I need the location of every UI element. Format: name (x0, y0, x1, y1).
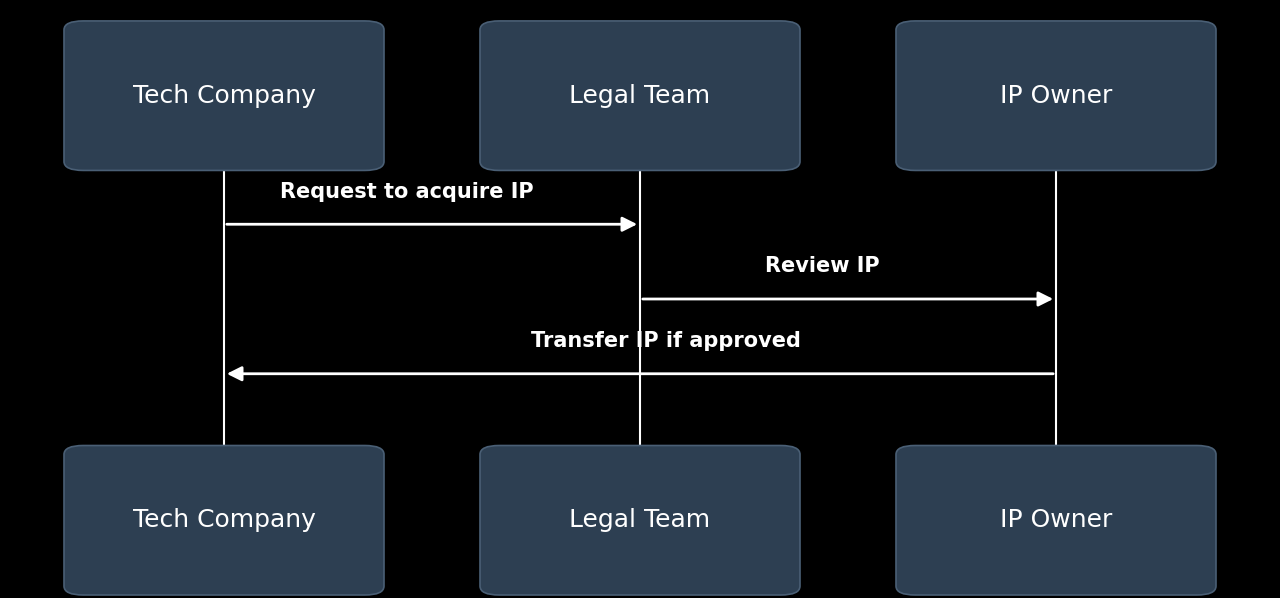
FancyBboxPatch shape (64, 446, 384, 595)
Text: Legal Team: Legal Team (570, 84, 710, 108)
Text: Review IP: Review IP (765, 257, 879, 276)
FancyBboxPatch shape (480, 446, 800, 595)
Text: Transfer IP if approved: Transfer IP if approved (531, 331, 800, 351)
Text: Legal Team: Legal Team (570, 508, 710, 532)
Text: Tech Company: Tech Company (133, 84, 315, 108)
FancyBboxPatch shape (480, 21, 800, 170)
FancyBboxPatch shape (64, 21, 384, 170)
FancyBboxPatch shape (896, 21, 1216, 170)
Text: IP Owner: IP Owner (1000, 508, 1112, 532)
Text: Tech Company: Tech Company (133, 508, 315, 532)
Text: IP Owner: IP Owner (1000, 84, 1112, 108)
Text: Request to acquire IP: Request to acquire IP (279, 182, 534, 202)
FancyBboxPatch shape (896, 446, 1216, 595)
